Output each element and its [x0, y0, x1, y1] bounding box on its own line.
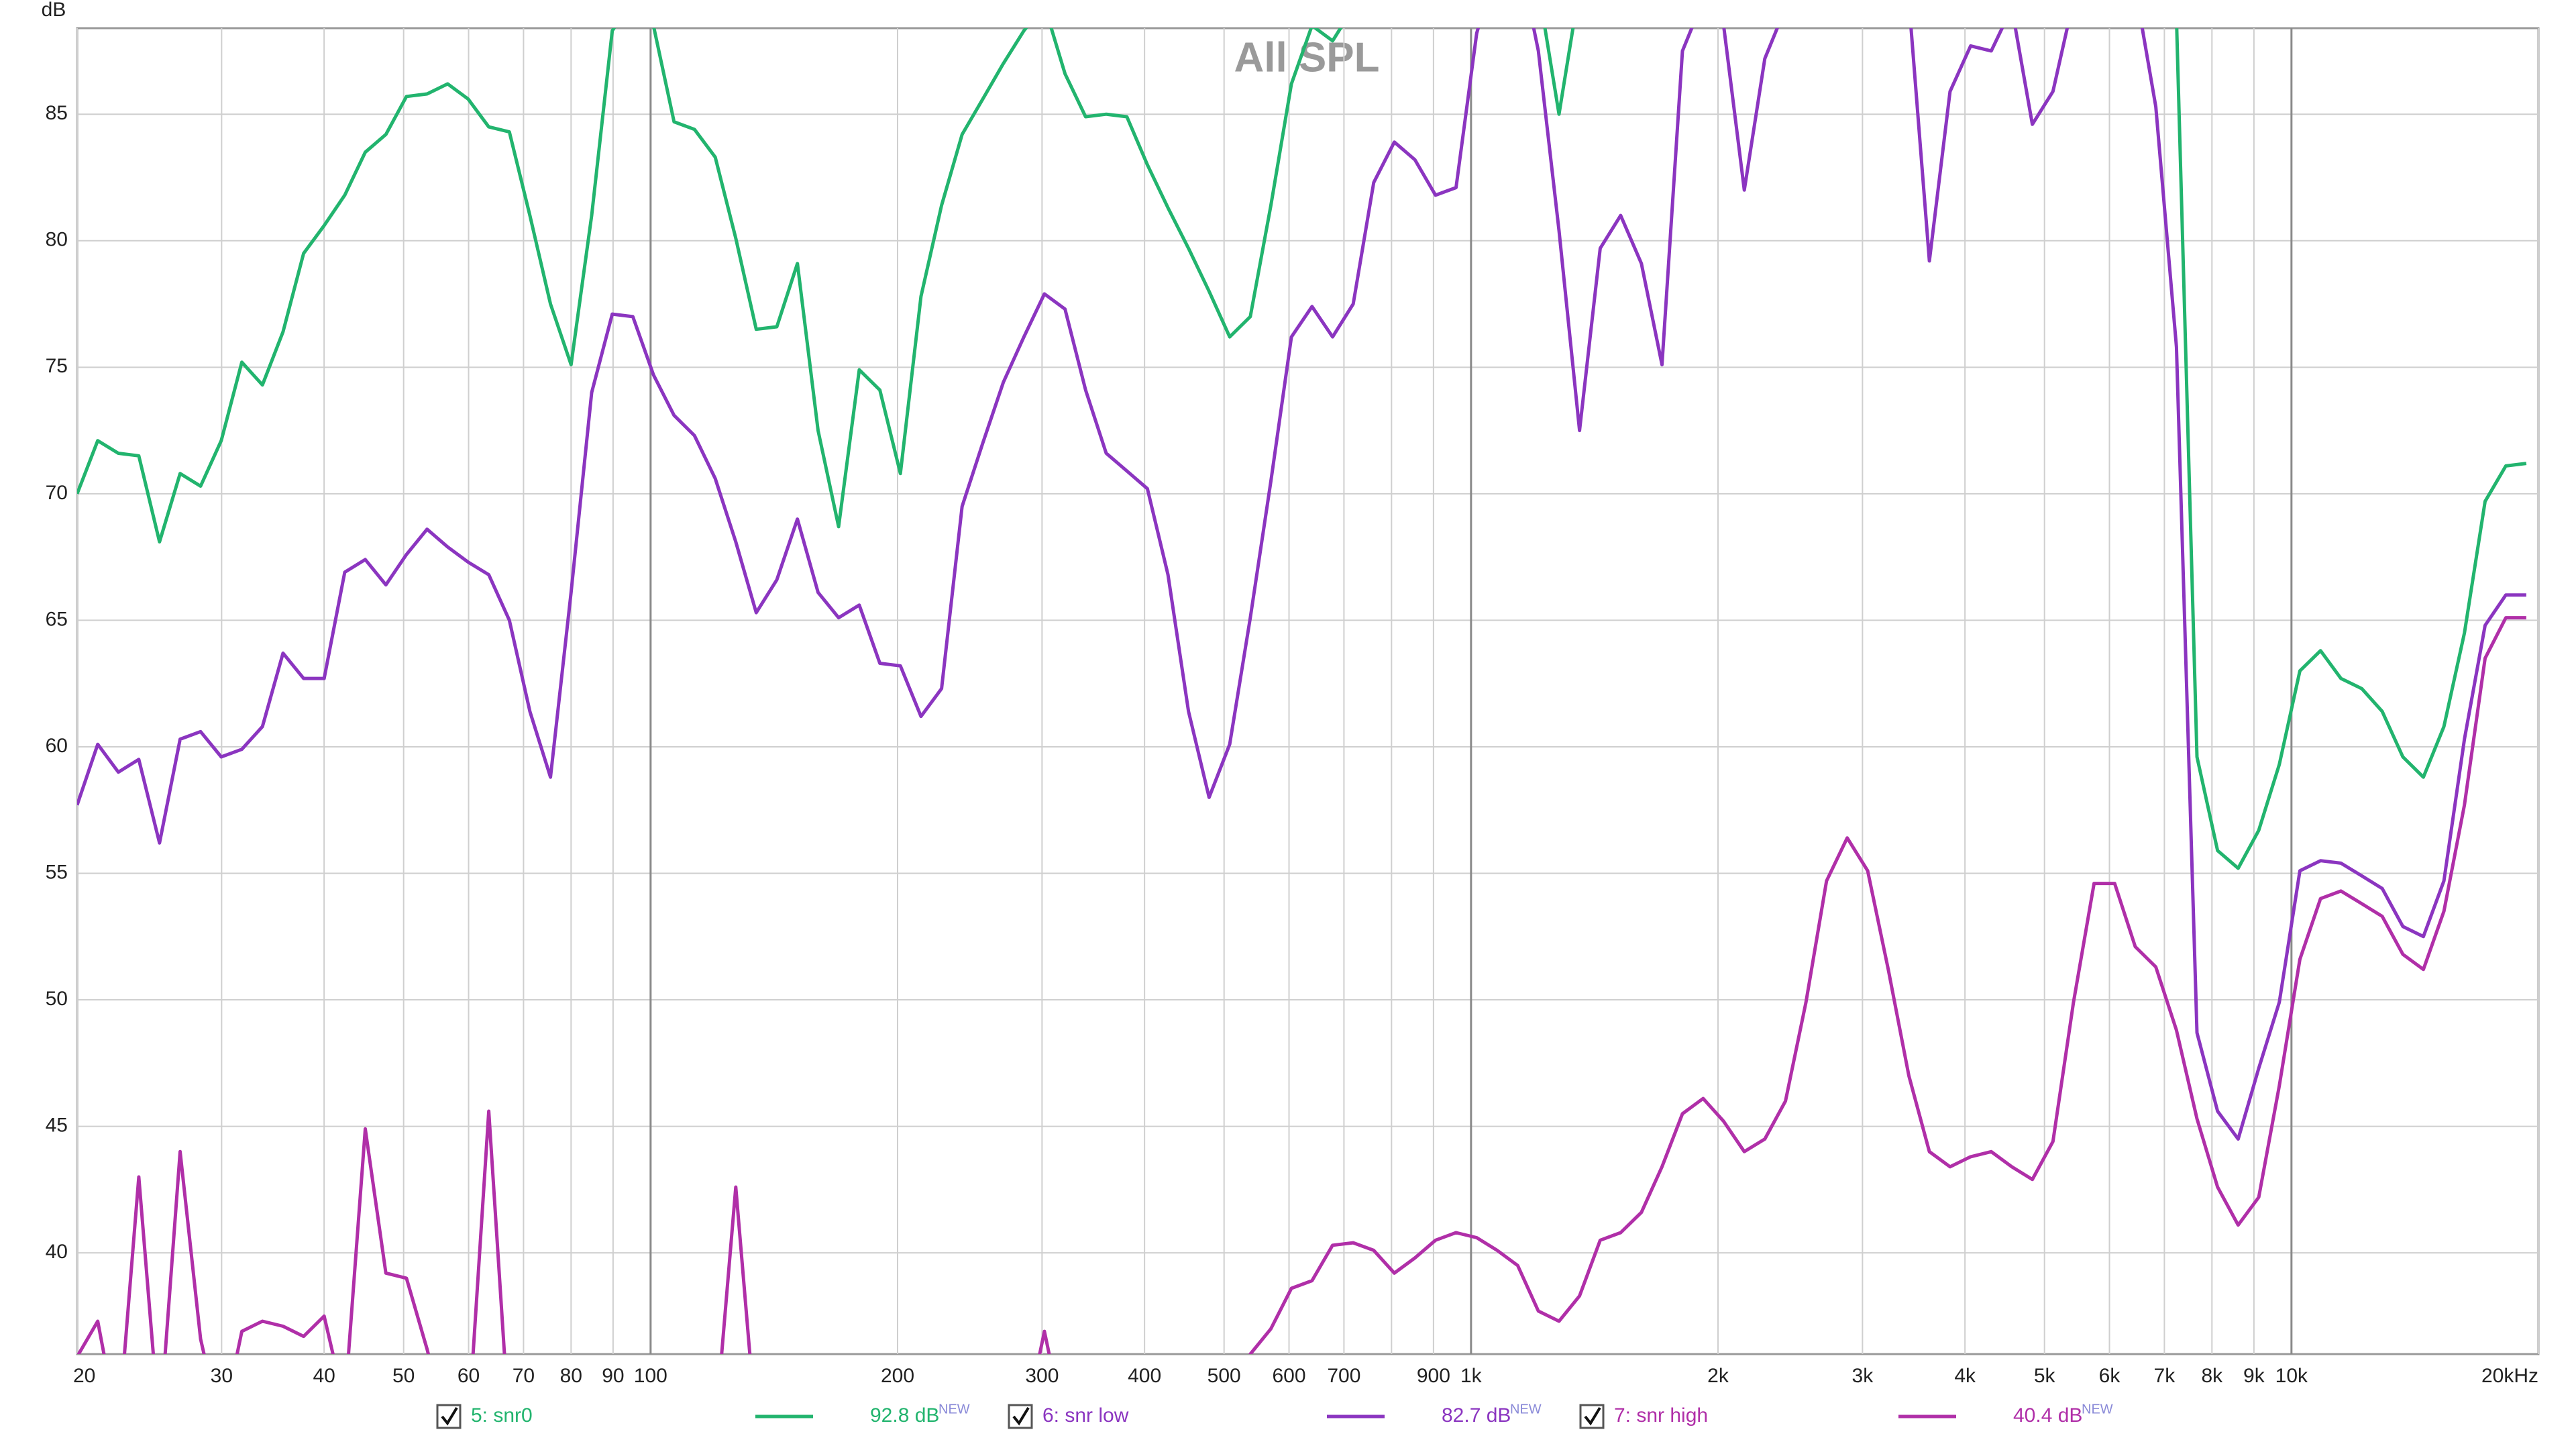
x-tick-label: 40 — [313, 1365, 335, 1387]
y-tick-label: 75 — [46, 355, 68, 377]
x-tick-label: 600 — [1272, 1365, 1305, 1387]
legend-new-tag: NEW — [2082, 1402, 2113, 1416]
x-tick-label: 1k — [1460, 1365, 1483, 1387]
legend-label: 7: snr high — [1614, 1404, 1708, 1427]
series-line — [77, 616, 2526, 1354]
y-tick-label: 70 — [46, 482, 68, 504]
x-tick-label: 20 — [73, 1365, 95, 1387]
x-tick-label: 400 — [1128, 1365, 1161, 1387]
y-axis-label: dB — [42, 0, 66, 21]
x-tick-label: 20kHz — [2481, 1365, 2538, 1387]
x-tick-label: 2k — [1707, 1365, 1729, 1387]
x-tick-label: 8k — [2201, 1365, 2223, 1387]
x-tick-label: 900 — [1417, 1365, 1450, 1387]
y-tick-label: 80 — [46, 229, 68, 251]
x-tick-label: 5k — [2034, 1365, 2056, 1387]
x-tick-label: 90 — [602, 1365, 624, 1387]
legend-checkmark — [1012, 1406, 1030, 1426]
legend-level: 92.8 dB — [870, 1404, 939, 1427]
x-tick-label: 4k — [1954, 1365, 1976, 1387]
y-tick-label: 45 — [46, 1115, 68, 1137]
legend-level: 40.4 dB — [2013, 1404, 2082, 1427]
y-tick-label: 60 — [46, 735, 68, 757]
series-line — [77, 28, 2527, 870]
legend-new-tag: NEW — [938, 1402, 970, 1416]
legend-new-tag: NEW — [1510, 1402, 1542, 1416]
plot-area — [76, 27, 2540, 1355]
y-tick-label: 50 — [46, 988, 68, 1010]
x-tick-label: 7k — [2154, 1365, 2176, 1387]
x-tick-label: 200 — [881, 1365, 914, 1387]
x-tick-label: 6k — [2099, 1365, 2121, 1387]
legend-label: 6: snr low — [1042, 1404, 1129, 1427]
y-tick-label: 55 — [46, 861, 68, 883]
legend-checkmark — [441, 1406, 458, 1426]
y-tick-label: 65 — [46, 608, 68, 630]
x-tick-label: 700 — [1327, 1365, 1360, 1387]
x-tick-label: 10k — [2275, 1365, 2308, 1387]
x-tick-label: 70 — [513, 1365, 535, 1387]
series-lines — [77, 28, 2527, 1354]
x-tick-label: 30 — [211, 1365, 233, 1387]
x-tick-label: 60 — [458, 1365, 480, 1387]
x-tick-label: 80 — [560, 1365, 582, 1387]
y-tick-label: 40 — [46, 1241, 68, 1263]
y-tick-label: 85 — [46, 102, 68, 124]
grid — [76, 28, 2539, 1354]
series-line — [77, 28, 2526, 1141]
x-tick-label: 300 — [1025, 1365, 1059, 1387]
tick-labels: 40 45 50 55 60 65 70 75 80 85 20 30 40 50 60 70 80 90 100 2… — [46, 102, 2538, 1387]
x-tick-label: 500 — [1208, 1365, 1241, 1387]
legend-level: 82.7 dB — [1442, 1404, 1511, 1427]
x-tick-label: 3k — [1852, 1365, 1874, 1387]
legend-label: 5: snr0 — [471, 1404, 533, 1427]
x-tick-label: 9k — [2243, 1365, 2265, 1387]
x-tick-label: 50 — [392, 1365, 415, 1387]
x-tick-label: 100 — [634, 1365, 667, 1387]
legend-checkmark — [1584, 1406, 1601, 1426]
